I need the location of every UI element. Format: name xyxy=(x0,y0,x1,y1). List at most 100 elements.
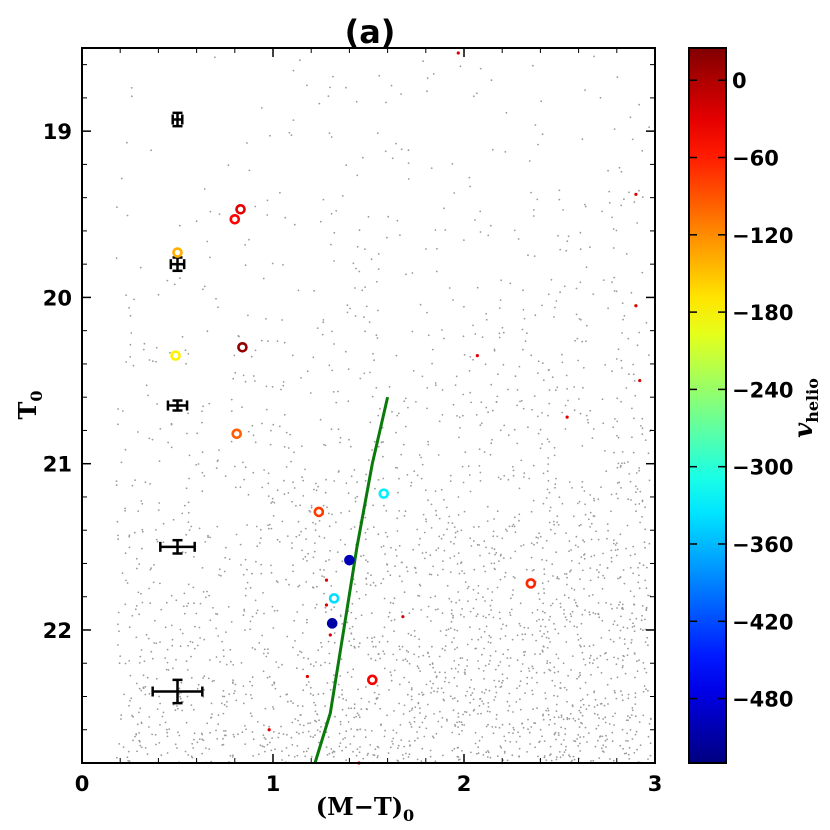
field-star-point xyxy=(650,718,652,721)
field-star-point xyxy=(276,340,279,342)
field-star-point xyxy=(477,638,480,641)
field-star-point xyxy=(450,600,453,603)
field-star-point xyxy=(179,628,182,631)
field-star-point xyxy=(544,611,546,614)
field-star-point xyxy=(288,131,291,134)
field-star-point xyxy=(262,277,265,280)
field-star-point xyxy=(295,667,298,670)
field-star-point xyxy=(456,646,459,649)
field-star-point xyxy=(623,655,625,658)
field-star-point xyxy=(179,277,181,280)
field-star-point xyxy=(266,743,269,746)
field-star-point xyxy=(613,690,616,692)
field-star-point xyxy=(498,332,501,335)
field-star-point xyxy=(462,481,465,484)
field-star-point xyxy=(513,516,516,519)
field-star-point xyxy=(588,645,591,648)
field-star-point xyxy=(312,736,315,739)
field-star-point xyxy=(393,710,395,712)
field-star-point xyxy=(435,676,438,679)
field-star-point xyxy=(320,726,322,728)
field-star-point xyxy=(330,136,333,138)
field-star-point xyxy=(596,704,599,707)
field-star-point xyxy=(440,537,443,540)
field-star-point xyxy=(142,674,145,677)
field-star-point xyxy=(614,544,617,546)
field-star-point xyxy=(325,611,327,614)
field-star-point xyxy=(430,167,433,170)
field-star-point xyxy=(302,479,305,482)
field-star-point xyxy=(255,612,258,615)
field-star-point xyxy=(167,669,170,671)
field-star-point xyxy=(617,462,620,465)
field-star-point xyxy=(261,634,264,637)
field-star-point xyxy=(613,451,615,454)
field-star-point xyxy=(620,690,622,693)
field-star-point xyxy=(172,518,175,521)
field-star-point xyxy=(442,691,445,694)
field-star-point xyxy=(216,613,219,616)
field-star-point xyxy=(302,604,304,606)
field-star-point xyxy=(261,745,264,748)
field-star-point xyxy=(400,739,403,741)
field-star-point xyxy=(201,738,204,741)
field-star-point xyxy=(131,484,134,487)
field-star-point xyxy=(291,547,293,549)
field-star-point xyxy=(419,303,422,306)
field-star-point xyxy=(434,608,437,611)
field-star-point xyxy=(456,700,459,703)
field-star-point xyxy=(539,428,542,431)
field-star-point xyxy=(557,524,560,526)
field-star-point xyxy=(124,603,127,606)
field-star-point xyxy=(573,386,576,388)
field-star-point xyxy=(232,664,235,666)
field-star-point xyxy=(395,142,397,145)
field-star-point xyxy=(247,493,250,496)
field-star-point xyxy=(135,682,138,685)
field-star-point xyxy=(648,722,651,725)
y-axis-label: T0 xyxy=(13,391,46,420)
field-star-point xyxy=(217,635,220,637)
field-star-point xyxy=(210,702,213,705)
field-star-point xyxy=(474,731,477,734)
field-star-point xyxy=(638,189,640,192)
field-star-point xyxy=(251,731,254,733)
field-star-point xyxy=(286,635,289,638)
field-star-point xyxy=(354,647,356,649)
field-star-point xyxy=(504,739,507,742)
field-star-point xyxy=(375,698,378,700)
field-star-point xyxy=(543,568,546,570)
field-star-point xyxy=(338,732,341,735)
field-star-point xyxy=(185,533,188,536)
field-star-point xyxy=(554,389,557,392)
field-star-point xyxy=(415,401,417,403)
field-star-point xyxy=(177,731,179,734)
field-star-point xyxy=(117,408,119,410)
field-star-point xyxy=(147,637,150,640)
field-star-point xyxy=(448,681,450,684)
field-star-point xyxy=(419,712,421,714)
field-star-point xyxy=(127,759,130,762)
field-star-point xyxy=(484,363,487,366)
field-star-point xyxy=(321,333,324,336)
field-star-point xyxy=(187,754,190,756)
field-star-point xyxy=(223,695,226,698)
field-star-point xyxy=(546,646,549,649)
field-star-point xyxy=(294,640,296,642)
field-star-point xyxy=(171,644,174,647)
field-star-point xyxy=(555,738,557,741)
field-star-point xyxy=(597,538,600,541)
field-star-point xyxy=(244,594,247,597)
field-star-point xyxy=(382,545,385,547)
field-star-point xyxy=(207,536,210,539)
field-star-point xyxy=(364,286,366,288)
field-star-point xyxy=(369,421,372,424)
field-star-point xyxy=(414,567,417,570)
field-star-point xyxy=(362,554,365,557)
x-axis-label-sub: 0 xyxy=(403,806,414,825)
field-star-point xyxy=(150,650,153,653)
field-star-point xyxy=(138,563,141,565)
field-star-point xyxy=(426,77,429,79)
field-star-point xyxy=(181,632,184,635)
